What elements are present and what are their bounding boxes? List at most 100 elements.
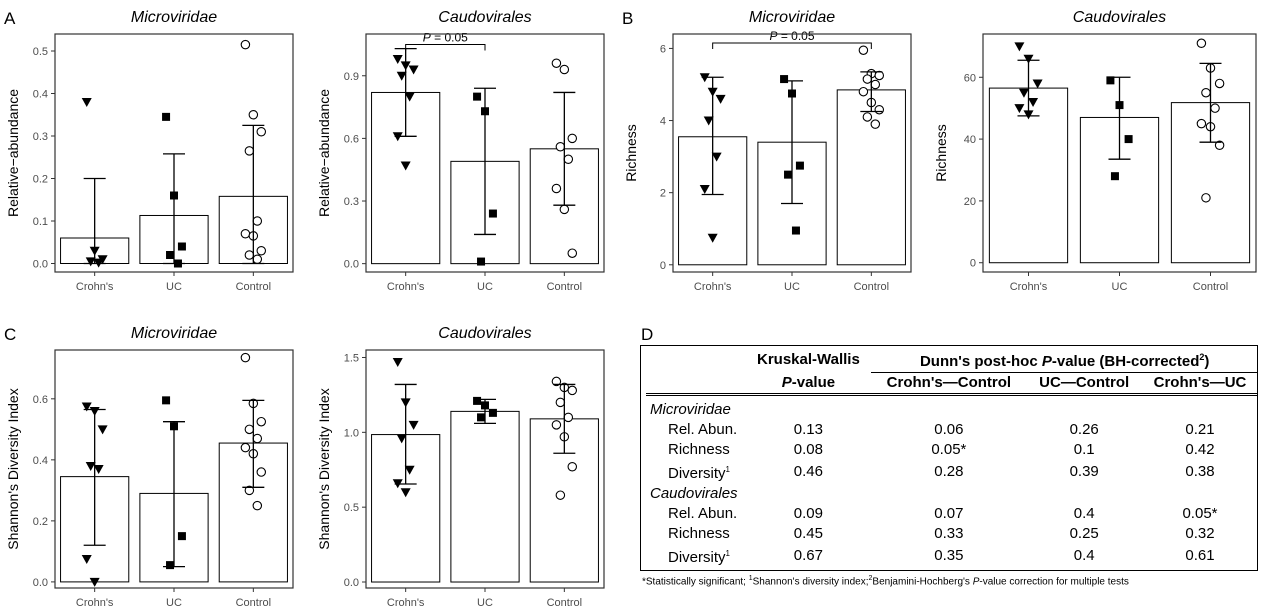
data-point — [563, 154, 574, 165]
panel-letter-d: D — [641, 325, 653, 344]
data-point — [858, 45, 869, 55]
col-crohns-control: Crohn's—Control — [886, 374, 1012, 391]
y-tick-label: 0.3 — [344, 196, 359, 208]
y-axis-label: Shannon's Diversity Index — [5, 388, 21, 549]
table-border — [640, 345, 1258, 571]
data-point — [551, 420, 562, 430]
chart-panel: Microviridae Richness 0 2 4 6 P = 0.05 Crohn's U… — [623, 9, 912, 293]
data-point — [1106, 76, 1115, 85]
data-point — [400, 161, 411, 171]
data-point — [1028, 98, 1039, 107]
cell: 0.1 — [1073, 441, 1095, 458]
data-point — [559, 64, 570, 75]
data-point — [1196, 38, 1207, 49]
significance-bracket — [405, 43, 486, 51]
data-point — [699, 185, 710, 195]
y-axis-label: Richness — [623, 124, 639, 182]
panel-letter-a: A — [4, 9, 16, 28]
data-point — [795, 161, 804, 170]
plot-frame — [982, 33, 1257, 273]
x-tick-label: Crohn's — [694, 281, 732, 293]
table-row: Rel. Abun. 0.13 0.06 0.26 0.21 — [646, 420, 1258, 440]
y-tick-label: 0.0 — [344, 577, 359, 589]
cell: 0.61 — [1185, 547, 1215, 564]
bar — [450, 410, 520, 583]
data-point — [240, 39, 251, 50]
data-point — [89, 577, 100, 587]
cell: 0.09 — [793, 505, 823, 522]
y-tick-label: 0.0 — [33, 577, 48, 589]
data-point — [244, 424, 255, 435]
data-point — [874, 104, 885, 115]
y-axis-label: Richness — [933, 124, 949, 182]
chart-panels: Microviridae Relative−abundance 0.0 0.1 0.2 0… — [5, 9, 1257, 609]
data-point — [177, 242, 186, 251]
x-tick-label: Control — [854, 281, 889, 293]
data-point — [81, 402, 92, 412]
table-row: Richness 0.08 0.05* 0.1 0.42 — [646, 440, 1258, 460]
dunn-header: Dunn's post-hoc P-value (BH-corrected2) — [871, 347, 1258, 373]
data-point — [1018, 88, 1029, 98]
data-point — [703, 116, 714, 126]
data-point — [858, 86, 869, 97]
cell: 0.35 — [934, 547, 964, 564]
data-point — [551, 183, 562, 194]
chart-title: Caudovirales — [438, 325, 531, 342]
table-row: Richness 0.45 0.33 0.25 0.32 — [646, 524, 1258, 544]
chart-panel: Caudovirales Relative−abundance 0.0 0.3 0.6 0… — [316, 9, 605, 293]
group-label: Caudovirales — [650, 485, 738, 502]
data-point — [256, 416, 267, 427]
cell: 0.13 — [793, 421, 823, 438]
data-point — [240, 229, 251, 239]
row-label: Rel. Abun. — [668, 505, 738, 522]
cell: 0.07 — [934, 505, 964, 522]
chart-panel: Microviridae Relative−abundance 0.0 0.1 0.2 0… — [5, 9, 294, 293]
col-crohns-uc: Crohn's—UC — [1153, 374, 1247, 391]
data-point — [240, 442, 251, 453]
table-group-row: Caudovirales — [646, 484, 1258, 504]
y-tick-label: 0.2 — [33, 174, 48, 186]
cell: 0.39 — [1069, 463, 1099, 480]
data-point — [408, 420, 419, 430]
y-tick-label: 6 — [660, 43, 666, 55]
data-point — [1124, 135, 1133, 144]
cell: 0.05* — [931, 441, 967, 458]
x-tick-label: UC — [477, 597, 493, 609]
panel-letter-b: B — [622, 9, 633, 28]
significance-label: P = 0.05 — [423, 30, 468, 44]
y-tick-label: 0.3 — [33, 131, 48, 143]
table-row: Diversity1 0.46 0.28 0.39 0.38 — [646, 460, 1258, 484]
data-point — [81, 98, 92, 107]
x-tick-label: Crohn's — [387, 597, 425, 609]
data-point — [555, 490, 566, 500]
x-tick-label: Crohn's — [76, 281, 114, 293]
cell: 0.4 — [1073, 505, 1095, 522]
data-point — [177, 532, 186, 541]
col-uc-control: UC—Control — [1039, 374, 1130, 391]
data-point — [392, 55, 403, 65]
data-point — [791, 226, 800, 235]
x-tick-label: UC — [477, 281, 493, 293]
data-point — [711, 152, 722, 162]
y-tick-label: 0.4 — [33, 455, 48, 467]
x-tick-label: UC — [166, 281, 182, 293]
chart-panel: Caudovirales Richness 0 20 40 60 Crohn's UC Cont… — [933, 9, 1257, 293]
data-point — [244, 485, 255, 496]
data-point — [252, 500, 263, 511]
x-tick-label: Control — [236, 597, 271, 609]
data-point — [1014, 104, 1025, 114]
data-point — [862, 74, 873, 84]
data-point — [93, 465, 104, 474]
panel-letter-c: C — [4, 325, 16, 344]
chart-title: Microviridae — [749, 9, 835, 26]
cell: 0.08 — [793, 441, 823, 458]
data-point — [567, 133, 578, 144]
data-point — [555, 397, 566, 408]
kw-subheader: P-value — [781, 373, 836, 391]
data-point — [1023, 54, 1034, 64]
data-point — [1214, 78, 1225, 89]
table-footnote: *Statistically significant; 1Shannon's d… — [642, 575, 1129, 588]
chart-title: Microviridae — [131, 325, 217, 342]
cell: 0.05* — [1182, 505, 1218, 522]
